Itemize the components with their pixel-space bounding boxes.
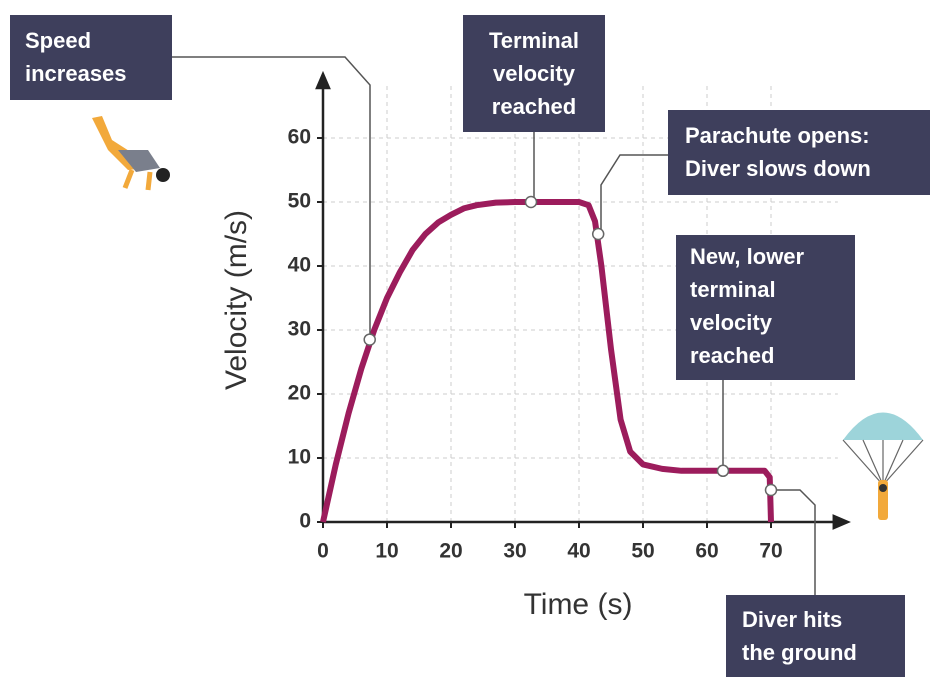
parachute-icon — [843, 413, 923, 521]
y-tick-label: 20 — [288, 382, 311, 405]
leader-line — [601, 155, 668, 234]
y-tick-label: 30 — [288, 318, 311, 341]
point-marker — [593, 229, 604, 240]
callout-text: velocity — [690, 310, 773, 335]
callout-text: Parachute opens: — [685, 123, 870, 148]
y-tick-label: 0 — [299, 510, 311, 533]
x-tick-label: 0 — [317, 540, 329, 563]
y-tick-label: 50 — [288, 190, 311, 213]
callout-text: Terminal — [489, 28, 579, 53]
x-tick-label: 70 — [759, 540, 782, 563]
skydiver-icon — [92, 116, 170, 190]
callout-text: velocity — [493, 61, 576, 86]
callout-text: Diver hits — [742, 607, 842, 632]
callout-text: increases — [25, 61, 127, 86]
y-tick-label: 60 — [288, 126, 311, 149]
x-tick-label: 30 — [503, 540, 526, 563]
y-axis-title: Velocity (m/s) — [220, 210, 253, 390]
point-marker — [526, 197, 537, 208]
callout-text: reached — [690, 343, 774, 368]
y-tick-label: 40 — [288, 254, 311, 277]
x-tick-label: 60 — [695, 540, 718, 563]
y-axis — [317, 74, 329, 522]
callout-text: Diver slows down — [685, 156, 871, 181]
callout-text: Speed — [25, 28, 91, 53]
callout-text: terminal — [690, 277, 776, 302]
point-marker — [364, 334, 375, 345]
x-tick-label: 50 — [631, 540, 654, 563]
x-tick-label: 20 — [439, 540, 462, 563]
y-tick-label: 10 — [288, 446, 311, 469]
callout-text: New, lower — [690, 244, 805, 269]
chart: Velocity (m/s) Time (s) 0 10 20 30 40 50 60 70 0… — [0, 0, 930, 677]
point-marker — [718, 465, 729, 476]
point-marker — [766, 485, 777, 496]
x-tick-label: 10 — [375, 540, 398, 563]
callout-text: the ground — [742, 640, 857, 665]
x-tick-label: 40 — [567, 540, 590, 563]
leader-line — [172, 57, 370, 340]
callout-text: reached — [492, 94, 576, 119]
x-axis-title: Time (s) — [524, 588, 633, 621]
